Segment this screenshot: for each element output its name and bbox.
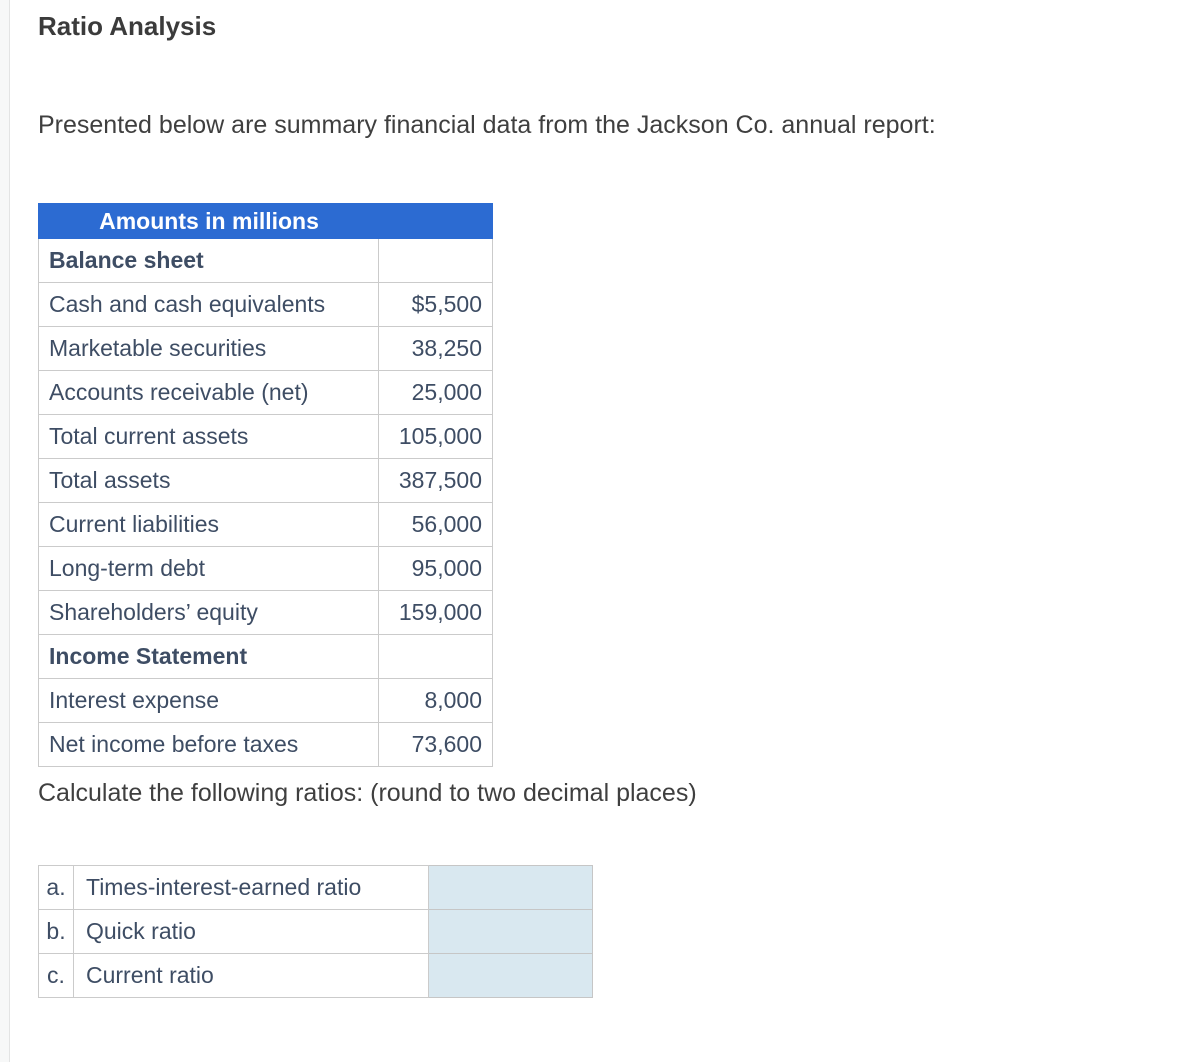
financial-table: Amounts in millions Balance sheet Cash a… <box>38 203 493 767</box>
row-value: 56,000 <box>378 502 493 547</box>
ratio-label: Times-interest-earned ratio <box>73 865 429 910</box>
row-label: Long-term debt <box>38 546 379 591</box>
row-value <box>378 238 493 283</box>
table-header-row: Amounts in millions <box>38 203 493 239</box>
panel-left-edge <box>0 0 10 1062</box>
table-row: Long-term debt 95,000 <box>38 546 493 591</box>
row-label: Interest expense <box>38 678 379 723</box>
table-row: Interest expense 8,000 <box>38 678 493 723</box>
answer-input-b[interactable] <box>428 909 593 954</box>
table-row: Shareholders’ equity 159,000 <box>38 590 493 635</box>
ratio-answer-table: a. Times-interest-earned ratio b. Quick … <box>38 865 593 998</box>
ratio-row: a. Times-interest-earned ratio <box>38 865 593 910</box>
answer-input-c[interactable] <box>428 953 593 998</box>
row-value: 8,000 <box>378 678 493 723</box>
row-value: 25,000 <box>378 370 493 415</box>
row-label: Total assets <box>38 458 379 503</box>
row-value: 73,600 <box>378 722 493 767</box>
intro-text: Presented below are summary financial da… <box>38 111 936 139</box>
table-row: Current liabilities 56,000 <box>38 502 493 547</box>
row-label: Current liabilities <box>38 502 379 547</box>
row-value <box>378 634 493 679</box>
table-row: Net income before taxes 73,600 <box>38 722 493 767</box>
amounts-header-label: Amounts in millions <box>99 207 319 234</box>
table-row: Total assets 387,500 <box>38 458 493 503</box>
ratio-label: Current ratio <box>73 953 429 998</box>
row-label: Accounts receivable (net) <box>38 370 379 415</box>
table-row: Cash and cash equivalents $5,500 <box>38 282 493 327</box>
amounts-header-cell: Amounts in millions <box>38 203 493 239</box>
row-value: 105,000 <box>378 414 493 459</box>
row-label: Balance sheet <box>38 238 379 283</box>
ratio-letter: b. <box>38 909 74 954</box>
row-value: 95,000 <box>378 546 493 591</box>
instruction-text: Calculate the following ratios: (round t… <box>38 779 697 807</box>
row-label: Cash and cash equivalents <box>38 282 379 327</box>
ratio-letter: a. <box>38 865 74 910</box>
row-value: 38,250 <box>378 326 493 371</box>
row-value: 387,500 <box>378 458 493 503</box>
page-title: Ratio Analysis <box>38 11 217 41</box>
table-row: Balance sheet <box>38 238 493 283</box>
ratio-label: Quick ratio <box>73 909 429 954</box>
ratio-row: c. Current ratio <box>38 953 593 998</box>
answer-input-a[interactable] <box>428 865 593 910</box>
table-row: Income Statement <box>38 634 493 679</box>
ratio-row: b. Quick ratio <box>38 909 593 954</box>
row-label: Income Statement <box>38 634 379 679</box>
row-label: Marketable securities <box>38 326 379 371</box>
row-label: Net income before taxes <box>38 722 379 767</box>
question-panel: Ratio Analysis Presented below are summa… <box>38 0 1178 998</box>
row-label: Shareholders’ equity <box>38 590 379 635</box>
table-row: Accounts receivable (net) 25,000 <box>38 370 493 415</box>
row-label: Total current assets <box>38 414 379 459</box>
row-value: $5,500 <box>378 282 493 327</box>
table-row: Marketable securities 38,250 <box>38 326 493 371</box>
row-value: 159,000 <box>378 590 493 635</box>
ratio-letter: c. <box>38 953 74 998</box>
table-row: Total current assets 105,000 <box>38 414 493 459</box>
